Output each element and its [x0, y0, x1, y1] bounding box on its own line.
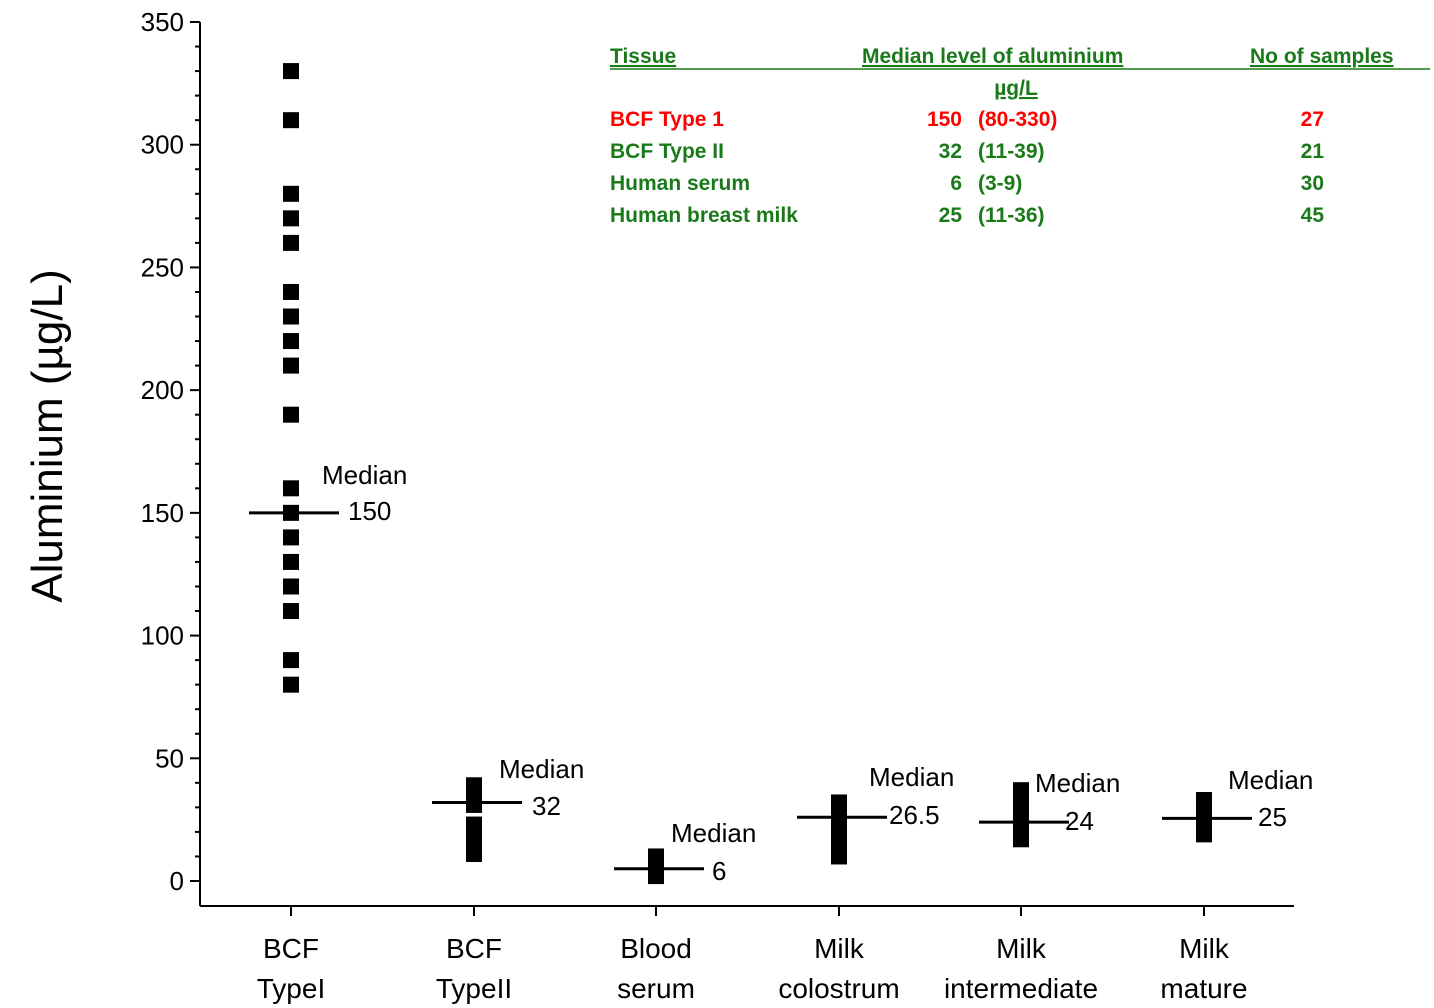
y-tick-label: 250 [141, 252, 184, 282]
data-point [283, 63, 299, 80]
x-category-label-line2: TypeII [436, 973, 512, 1004]
median-word-label: Median [1035, 768, 1120, 798]
x-category-label-line2: serum [617, 973, 695, 1004]
data-point [283, 112, 299, 129]
x-category-label-line2: intermediate [944, 973, 1098, 1004]
table-rows: BCF Type 1 150 (80-330) 27 BCF Type II 32 (11-… [610, 108, 1324, 227]
data-point [466, 816, 482, 833]
data-point [283, 676, 299, 693]
table-cell-median: 150 [927, 108, 962, 131]
data-point [831, 794, 847, 811]
y-tick-label: 350 [141, 7, 184, 37]
data-point [283, 480, 299, 497]
median-word-label: Median [499, 754, 584, 784]
table-cell-range: (11-36) [978, 204, 1045, 227]
y-tick-label: 200 [141, 375, 184, 405]
x-category-label-line2: colostrum [778, 973, 899, 1004]
median-word-label: Median [1228, 765, 1313, 795]
median-word-label: Median [869, 762, 954, 792]
y-tick-label: 300 [141, 130, 184, 160]
x-category-label-line1: BCF [263, 933, 319, 964]
table-cell-samples: 45 [1301, 204, 1325, 227]
data-point [283, 406, 299, 423]
y-tick-label: 50 [155, 743, 184, 773]
table-header-samples: No of samples [1250, 45, 1394, 68]
data-point [283, 283, 299, 300]
data-point [283, 185, 299, 202]
table-cell-samples: 27 [1301, 108, 1324, 131]
table-header-unit: µg/L [994, 77, 1038, 100]
median-annotations: Median 150 Median 32 Median 6 Median 26.5 Median… [249, 460, 1313, 886]
data-point [283, 603, 299, 620]
y-tick-label: 100 [141, 621, 184, 651]
table-header-median: Median level of aluminium [862, 45, 1123, 68]
table-cell-samples: 30 [1301, 172, 1324, 195]
data-point [283, 529, 299, 546]
table-cell-median: 6 [950, 172, 962, 195]
median-word-label: Median [322, 460, 407, 490]
data-point [283, 333, 299, 350]
y-axis-label: Aluminium (µg/L) [23, 269, 72, 602]
data-point [283, 234, 299, 251]
data-point [1196, 792, 1212, 809]
x-category-label-line1: Milk [1179, 933, 1230, 964]
table-cell-median: 25 [939, 204, 963, 227]
data-point [283, 553, 299, 570]
table-cell-tissue: Human breast milk [610, 204, 798, 227]
table-header-tissue: Tissue [610, 45, 676, 68]
data-point [283, 652, 299, 669]
table-cell-samples: 21 [1301, 140, 1325, 163]
x-category-label-line2: mature [1160, 973, 1247, 1004]
median-value-label: 25 [1258, 802, 1287, 832]
median-value-label: 6 [712, 856, 726, 886]
median-value-label: 150 [348, 496, 391, 526]
table-cell-median: 32 [939, 140, 962, 163]
data-point [283, 308, 299, 325]
axes: 0 50 100 150 200 250 300 350 BCF TypeI BCF TypeII Bl… [141, 7, 1294, 1004]
x-category-label-line1: Milk [814, 933, 865, 964]
median-value-label: 32 [532, 791, 561, 821]
data-point [283, 357, 299, 374]
x-category-label-line1: Blood [620, 933, 692, 964]
y-tick-label: 0 [170, 866, 184, 896]
x-category-label-line1: Milk [996, 933, 1047, 964]
table-cell-tissue: BCF Type 1 [610, 108, 724, 131]
data-point [466, 777, 482, 794]
inset-table: Tissue Median level of aluminium µg/L No… [610, 45, 1430, 227]
data-point [648, 848, 664, 865]
data-point [283, 210, 299, 227]
table-cell-range: (11-39) [978, 140, 1045, 163]
data-marks [283, 63, 1212, 885]
median-value-label: 24 [1065, 806, 1094, 836]
x-category-label-line2: TypeI [257, 973, 325, 1004]
data-point [1013, 782, 1029, 799]
table-cell-range: (80-330) [978, 108, 1057, 131]
table-cell-tissue: BCF Type II [610, 140, 724, 163]
data-point [283, 578, 299, 595]
median-value-label: 26.5 [889, 800, 940, 830]
table-cell-tissue: Human serum [610, 172, 750, 195]
x-category-label-line1: BCF [446, 933, 502, 964]
table-cell-range: (3-9) [978, 172, 1022, 195]
median-word-label: Median [671, 818, 756, 848]
y-tick-label: 150 [141, 498, 184, 528]
